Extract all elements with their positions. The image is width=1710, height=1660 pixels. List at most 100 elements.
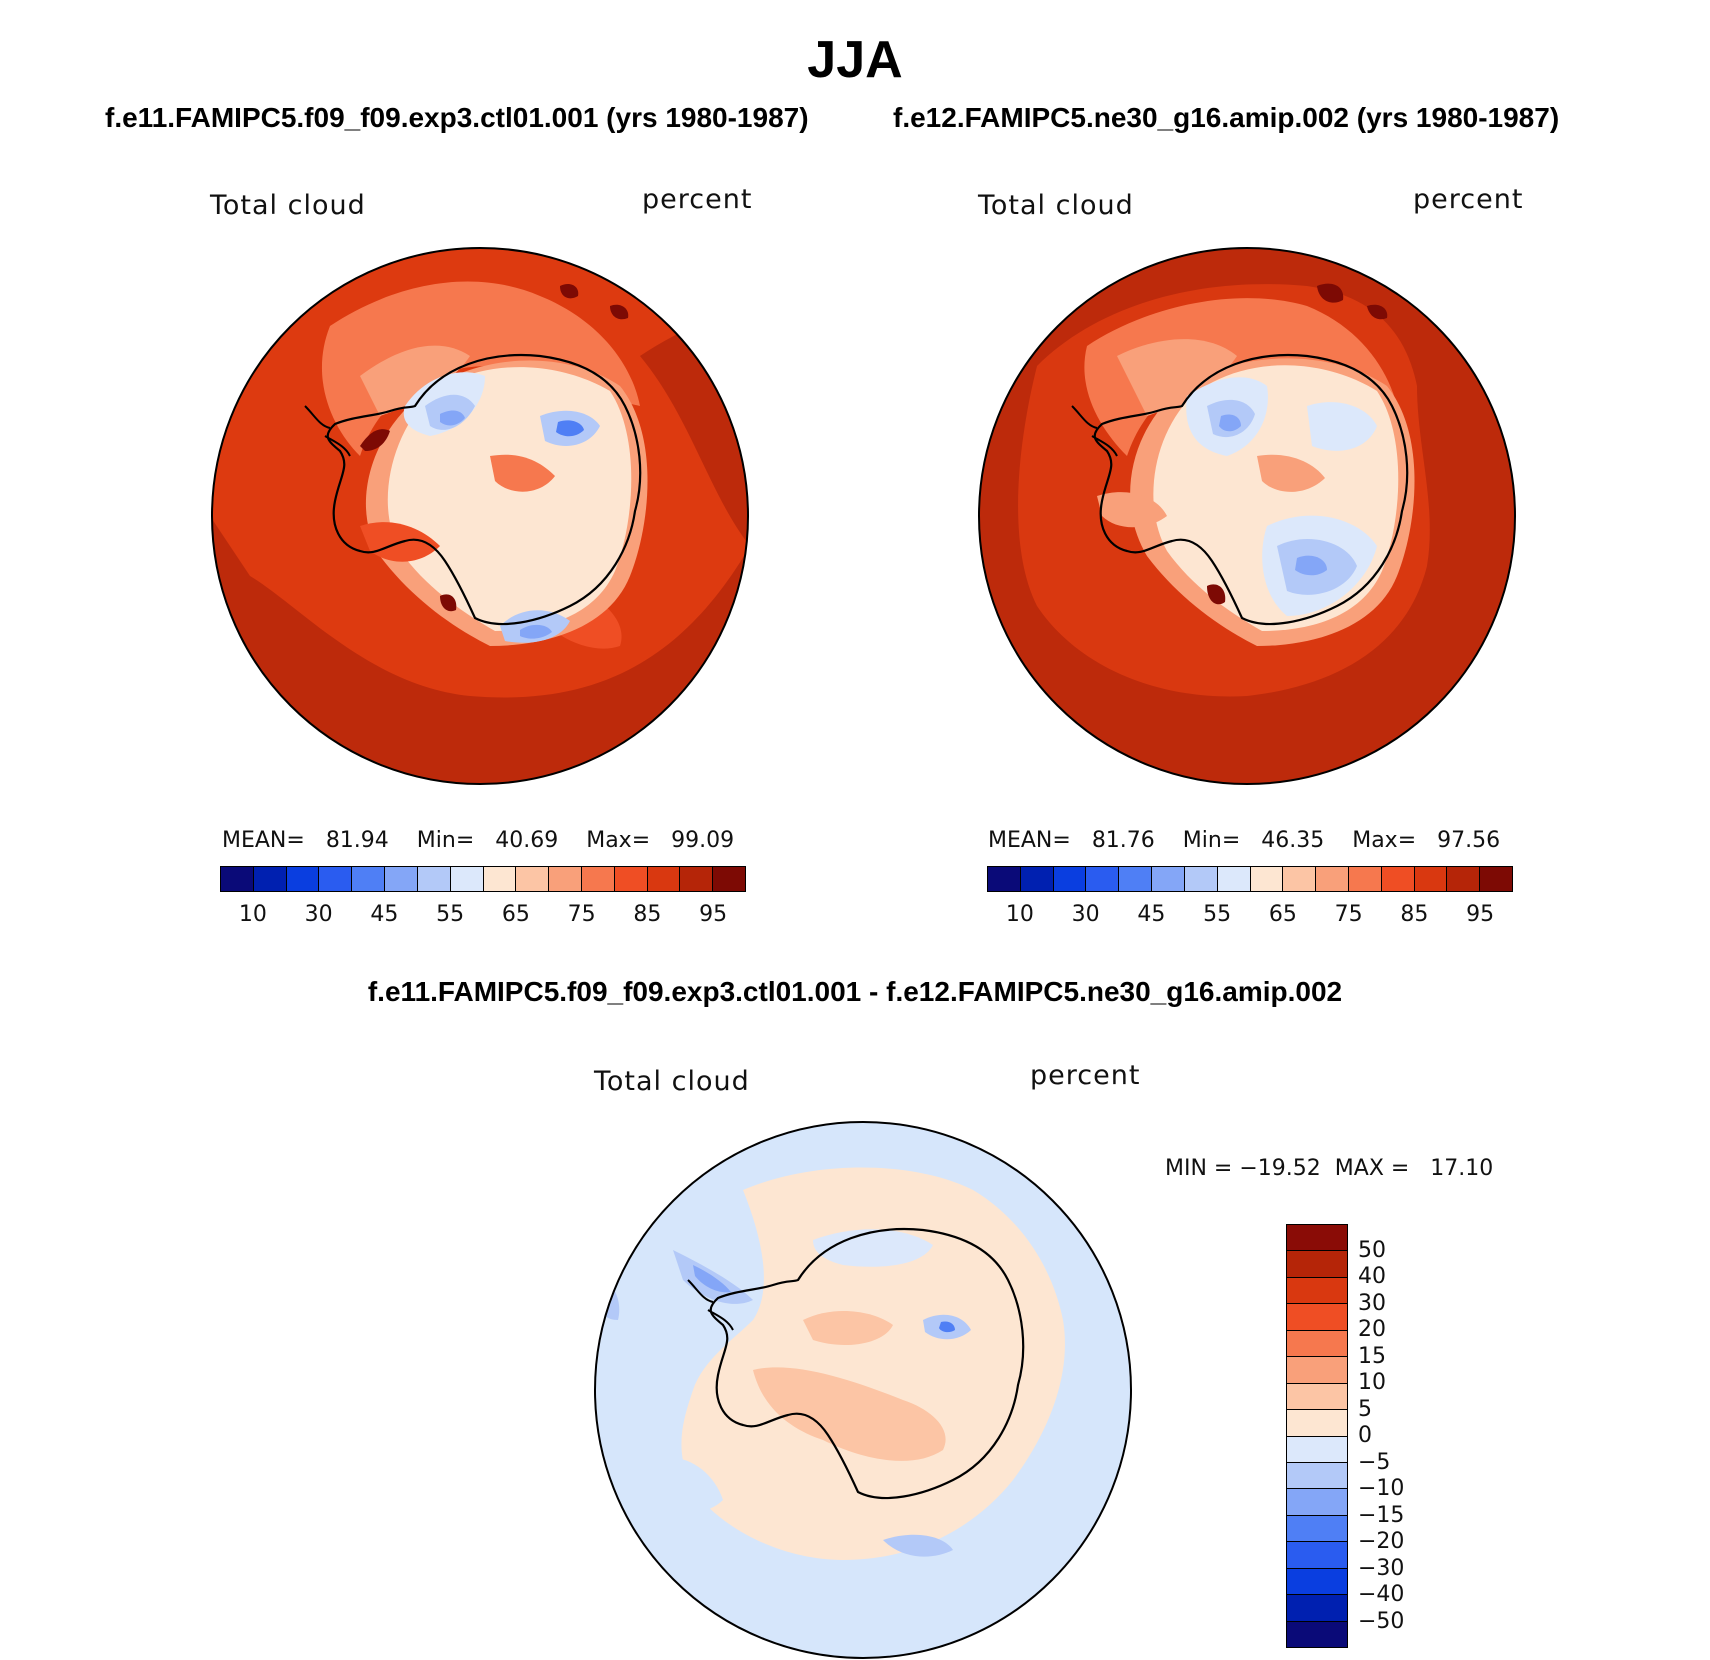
diff-min-value: −19.52	[1239, 1156, 1321, 1181]
colorbar-swatch	[253, 867, 287, 891]
colorbar-tick-label: 30	[1071, 902, 1100, 927]
colorbar-swatch	[1414, 867, 1448, 891]
panel1-stats: MEAN= 81.94 Min= 40.69 Max= 99.09	[222, 828, 734, 853]
panel2-min-label: Min=	[1182, 828, 1241, 853]
colorbar-swatch	[1287, 1489, 1347, 1516]
colorbar-swatch	[1348, 867, 1382, 891]
panel2-mean-value: 81.76	[1091, 828, 1155, 853]
colorbar-tick-label: 0	[1358, 1423, 1372, 1448]
colorbar-tick-label: 75	[567, 902, 596, 927]
colorbar-tick-label: −10	[1358, 1476, 1405, 1501]
colorbar-tick-label: 85	[633, 902, 662, 927]
panel1-mean-label: MEAN=	[222, 828, 305, 853]
colorbar-tick-label: 15	[1358, 1343, 1386, 1369]
panel2-min-value: 46.35	[1261, 828, 1325, 853]
colorbar-tick-label: 55	[436, 902, 465, 927]
colorbar-swatch	[1250, 867, 1284, 891]
panel1-min-label: Min=	[416, 828, 475, 853]
colorbar-tick-label: −30	[1358, 1555, 1405, 1581]
colorbar-swatch	[1086, 867, 1120, 891]
colorbar-swatch	[1287, 1436, 1347, 1463]
colorbar-swatch	[581, 867, 615, 891]
colorbar-swatch	[1020, 867, 1054, 891]
colorbar-tick-label: −20	[1358, 1529, 1405, 1554]
colorbar-tick-label: 30	[304, 902, 333, 927]
colorbar-swatch	[1381, 867, 1415, 891]
colorbar-swatch	[614, 867, 648, 891]
colorbar-tick-label: 10	[1358, 1370, 1386, 1395]
diff-units-label: percent	[1030, 1060, 1141, 1091]
colorbar-tick-label: −40	[1358, 1582, 1405, 1607]
colorbar-swatch	[1184, 867, 1218, 891]
colorbar-tick-label: 30	[1358, 1290, 1386, 1316]
colorbar-tick-label: 40	[1358, 1264, 1386, 1289]
colorbar-swatch	[1283, 867, 1317, 891]
colorbar-tick-label: 50	[1358, 1237, 1386, 1263]
panel2-stats: MEAN= 81.76 Min= 46.35 Max= 97.56	[988, 828, 1500, 853]
colorbar-swatch	[1287, 1542, 1347, 1569]
panel1-high-cloud-region	[212, 516, 748, 784]
diff-colorbar	[1286, 1224, 1348, 1648]
panel1-case-title: f.e11.FAMIPC5.f09_f09.exp3.ctl01.001 (yr…	[105, 102, 809, 133]
colorbar-swatch	[1287, 1304, 1347, 1331]
colorbar-swatch	[1447, 867, 1481, 891]
panel1-variable-label: Total cloud	[210, 190, 366, 221]
colorbar-swatch	[516, 867, 550, 891]
colorbar-swatch	[1287, 1251, 1347, 1278]
colorbar-tick-label: 5	[1358, 1396, 1372, 1422]
colorbar-swatch	[1287, 1357, 1347, 1384]
panel1-mean-value: 81.94	[325, 828, 389, 853]
colorbar-swatch	[713, 867, 745, 891]
diff-min-label: MIN =	[1165, 1156, 1233, 1181]
colorbar-swatch	[385, 867, 418, 891]
colorbar-swatch	[1287, 1462, 1347, 1490]
colorbar-swatch	[450, 867, 484, 891]
colorbar-swatch	[1287, 1568, 1347, 1596]
colorbar-swatch	[286, 867, 320, 891]
colorbar-swatch	[221, 867, 254, 891]
colorbar-swatch	[647, 867, 681, 891]
colorbar-swatch	[1287, 1595, 1347, 1622]
colorbar-swatch	[549, 867, 582, 891]
colorbar-swatch	[1053, 867, 1087, 891]
panel1-polar-map	[211, 247, 749, 785]
colorbar-tick-label: −50	[1358, 1608, 1405, 1634]
colorbar-swatch	[1316, 867, 1349, 891]
panel2-units-label: percent	[1413, 184, 1524, 215]
colorbar-swatch	[352, 867, 386, 891]
panel1-min-value: 40.69	[495, 828, 559, 853]
colorbar-swatch	[1287, 1410, 1347, 1437]
diff-max-value: 17.10	[1430, 1156, 1494, 1181]
diff-minmax: MIN = −19.52 MAX = 17.10	[1165, 1156, 1493, 1181]
colorbar-tick-label: 20	[1358, 1317, 1386, 1342]
colorbar-tick-label: 65	[1268, 902, 1297, 927]
panel2-max-label: Max=	[1352, 828, 1417, 853]
diff-title: f.e11.FAMIPC5.f09_f09.exp3.ctl01.001 - f…	[367, 976, 1343, 1007]
panel2-colorbar-ticks: 10 30 45 55 65 75 85 95	[987, 902, 1513, 932]
panel1-colorbar-ticks: 10 30 45 55 65 75 85 95	[220, 902, 746, 932]
panel2-polar-map	[978, 247, 1516, 785]
colorbar-swatch	[1287, 1621, 1347, 1647]
panel2-case-title: f.e12.FAMIPC5.ne30_g16.amip.002 (yrs 198…	[893, 102, 1560, 133]
colorbar-swatch	[1119, 867, 1153, 891]
colorbar-tick-label: 45	[370, 902, 399, 927]
colorbar-tick-label: 45	[1137, 902, 1166, 927]
colorbar-swatch	[483, 867, 517, 891]
colorbar-swatch	[1480, 867, 1512, 891]
colorbar-tick-label: 10	[238, 902, 267, 927]
diff-max-label: MAX =	[1334, 1156, 1410, 1181]
colorbar-swatch	[680, 867, 714, 891]
diff-positive-region	[681, 1167, 1065, 1560]
colorbar-swatch	[1287, 1515, 1347, 1543]
colorbar-swatch	[1287, 1277, 1347, 1305]
panel2-map-border	[978, 247, 1516, 785]
diff-variable-label: Total cloud	[594, 1066, 750, 1097]
colorbar-swatch	[988, 867, 1021, 891]
panel1-units-label: percent	[642, 184, 753, 215]
colorbar-tick-label: −15	[1358, 1502, 1405, 1528]
figure-title: JJA	[807, 31, 903, 89]
panel2-colorbar	[987, 866, 1513, 892]
colorbar-swatch	[417, 867, 451, 891]
colorbar-tick-label: 95	[699, 902, 728, 927]
colorbar-tick-label: −5	[1358, 1449, 1391, 1475]
